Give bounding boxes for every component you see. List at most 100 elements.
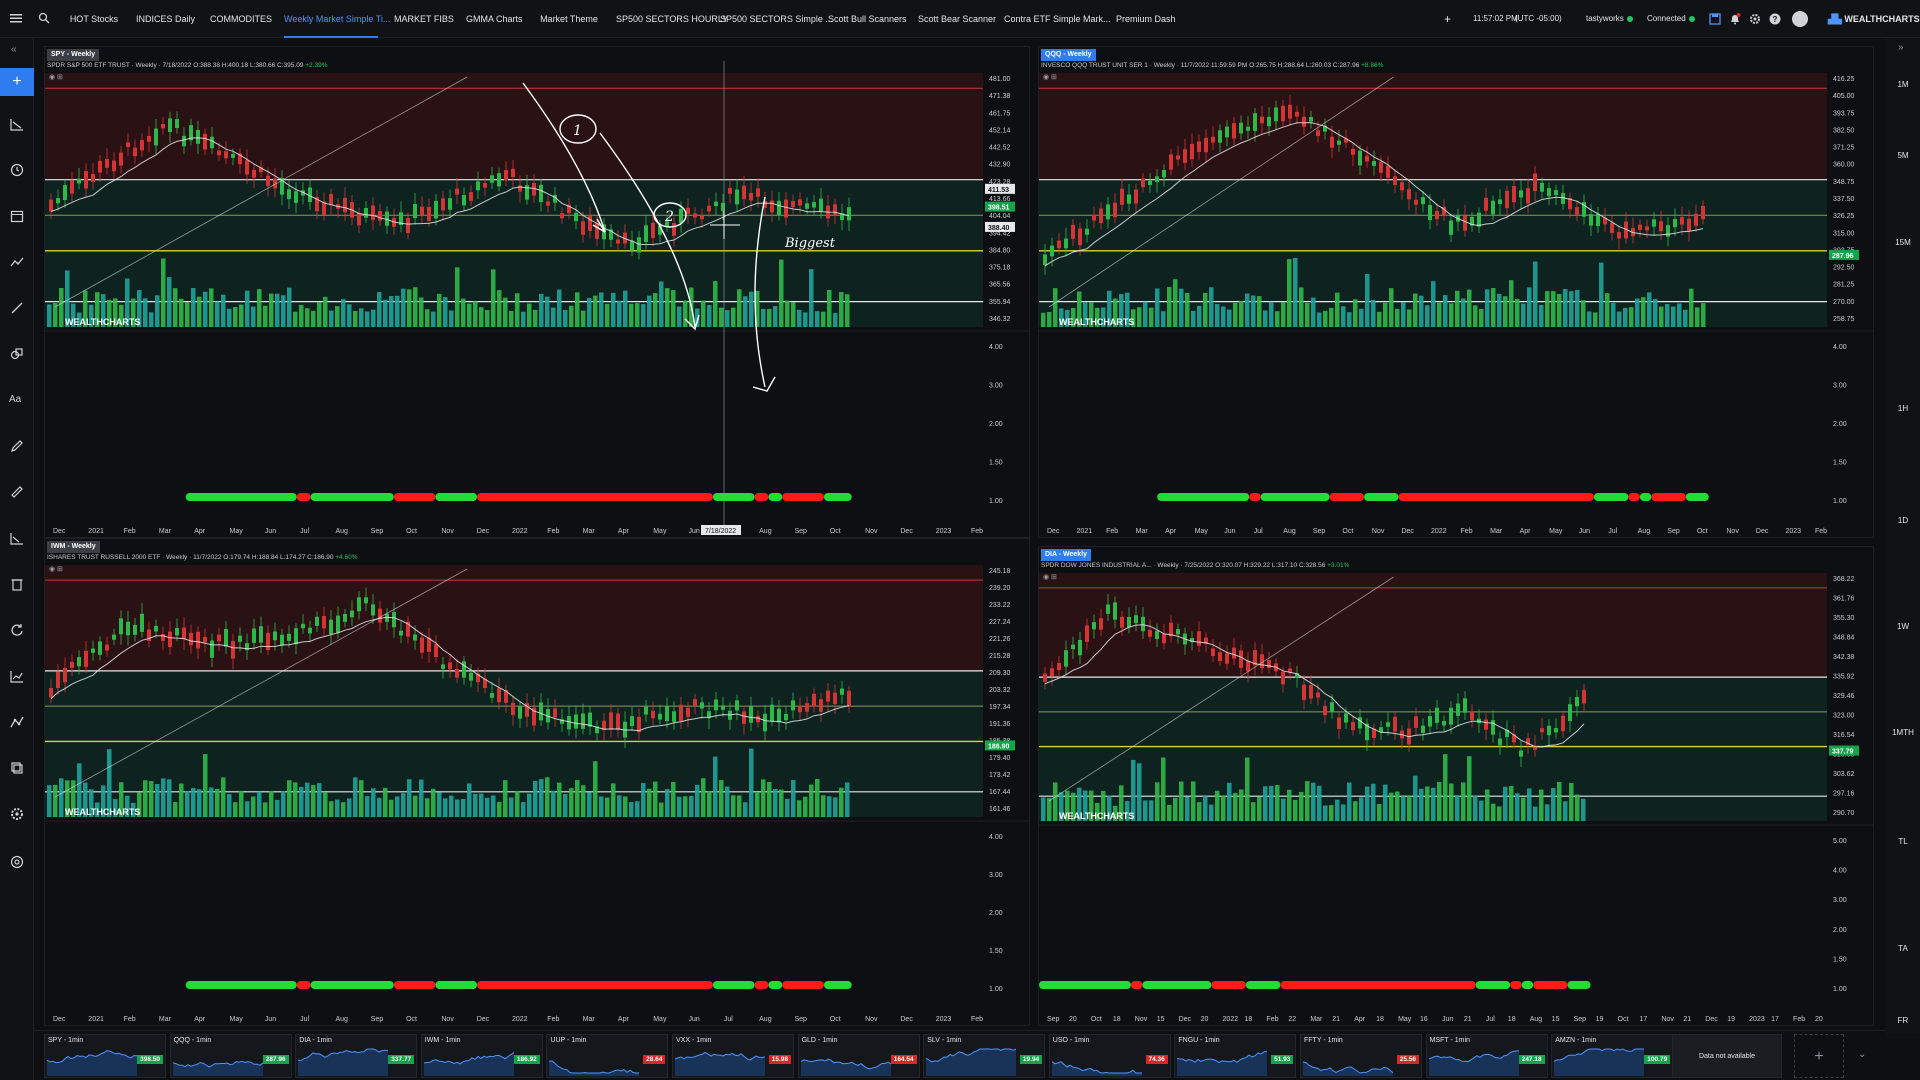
spy-symbol-header[interactable]: SPY - Weekly (47, 49, 100, 61)
calendar-tool-icon[interactable] (9, 208, 25, 224)
dia-chart-canvas[interactable]: 368.22 361.76 355.30 348.84 342.38 335.92 329.… (1039, 547, 1874, 1026)
tab-contra-etf-simple-mark[interactable]: Contra ETF Simple Mark... (1004, 14, 1111, 24)
ray-tool-icon[interactable] (9, 300, 25, 316)
spy-chart-canvas[interactable]: 481.00 471.38 461.75 452.14 442.52 432.90 423.… (45, 47, 1030, 538)
mini-chart-uso[interactable]: USO - 1min 74.36 (1048, 1034, 1171, 1078)
measure-tool-icon[interactable] (9, 530, 25, 546)
tab-market-theme[interactable]: Market Theme (540, 14, 598, 24)
tab-gmma-charts[interactable]: GMMA Charts (466, 14, 523, 24)
qqq-chart-canvas[interactable]: 416.25 405.00 393.75 382.50 371.25 360.00 348.… (1039, 47, 1874, 538)
candle (301, 190, 305, 196)
search-icon[interactable] (38, 12, 50, 24)
text-tool-icon[interactable]: Aa (9, 394, 22, 405)
timeframe-tl[interactable]: TL (1898, 837, 1908, 846)
timeframe-ta[interactable]: TA (1898, 944, 1908, 953)
volume-bar (179, 298, 184, 327)
tab-scott-bull-scanners[interactable]: Scott Bull Scanners (828, 14, 907, 24)
chart-controls-icon[interactable]: ◉ ⊞ (1043, 574, 1057, 581)
add-tab-button[interactable]: + (1444, 12, 1452, 26)
ruler-tool-icon[interactable] (9, 484, 25, 500)
timeframe-1w[interactable]: 1W (1897, 622, 1909, 631)
tab-commodites[interactable]: COMMODITES (210, 14, 272, 24)
timeframe-1m[interactable]: 1M (1897, 80, 1909, 89)
price-axis-label: 360.00 (1833, 162, 1855, 169)
pattern-tool-icon[interactable] (9, 714, 25, 730)
price-axis-label: 326.25 (1833, 213, 1855, 220)
add-chart-button[interactable]: + (0, 68, 34, 96)
mini-chart-fngu[interactable]: FNGU - 1min 51.93 (1174, 1034, 1297, 1078)
trend-line-tool-icon[interactable] (9, 116, 25, 132)
copy-tool-icon[interactable] (9, 760, 25, 776)
trash-tool-icon[interactable] (9, 576, 25, 592)
timeframe-1h[interactable]: 1H (1897, 404, 1909, 413)
chart-controls-icon[interactable]: ◉ ⊞ (1043, 74, 1057, 81)
tab-market-fibs[interactable]: MARKET FIBS (394, 14, 454, 24)
mini-chart-iwm[interactable]: IWM - 1min 186.92 (420, 1034, 543, 1078)
mini-chart-spy[interactable]: SPY - 1min 398.50 (44, 1034, 166, 1078)
candle (581, 221, 585, 235)
tab-indices-daily[interactable]: INDICES Daily (136, 14, 196, 24)
qqq-chart-panel[interactable]: 416.25 405.00 393.75 382.50 371.25 360.00 348.… (1038, 46, 1874, 538)
date-axis-label: Jul (300, 1016, 309, 1023)
timeframe-5m[interactable]: 5M (1897, 151, 1909, 160)
volume-bar (1515, 793, 1520, 821)
volume-bar (173, 288, 178, 327)
shapes-tool-icon[interactable] (9, 346, 25, 362)
layout-tool-icon[interactable] (9, 854, 25, 870)
volume-bar (1263, 310, 1268, 327)
mini-chart-dia[interactable]: DIA - 1min 337.77 (295, 1034, 418, 1078)
trend-ribbon-segment (1130, 981, 1143, 989)
mini-chart-ffty[interactable]: FFTY - 1min 25.56 (1300, 1034, 1422, 1078)
tab-sp500-sectors-hourly[interactable]: SP500 SECTORS HOURLY (616, 14, 729, 24)
chevron-down-icon[interactable]: ⌄ (1858, 1049, 1867, 1060)
indicator-tool-icon[interactable] (9, 668, 25, 684)
spy-chart-panel[interactable]: 481.00 471.38 461.75 452.14 442.52 432.90 423.… (44, 46, 1030, 538)
help-icon[interactable]: ? (1769, 13, 1781, 25)
timeframe-15m[interactable]: 15M (1895, 238, 1911, 247)
timezone[interactable]: (UTC -05:00) (1515, 14, 1562, 23)
broker-status[interactable]: tastyworks (1586, 0, 1633, 38)
save-icon[interactable] (1709, 13, 1721, 25)
line-chart-tool-icon[interactable] (9, 254, 25, 270)
add-widget-button[interactable]: + (1794, 1034, 1844, 1078)
pencil-tool-icon[interactable] (9, 438, 25, 454)
candle (763, 713, 767, 732)
candle (784, 713, 788, 721)
timeframe-1mth[interactable]: 1MTH (1892, 728, 1914, 737)
chart-controls-icon[interactable]: ◉ ⊞ (49, 566, 63, 573)
tab-scott-bear-scanner[interactable]: Scott Bear Scanner (918, 14, 997, 24)
gear-icon[interactable] (1749, 13, 1761, 25)
mini-chart-gld[interactable]: GLD - 1min 164.54 (797, 1034, 920, 1078)
volume-bar (533, 780, 538, 817)
mini-chart-slv[interactable]: SLV - 1min 19.94 (923, 1034, 1046, 1078)
timeframe-1d[interactable]: 1D (1897, 516, 1909, 525)
tab-premium-dash[interactable]: Premium Dash (1116, 14, 1176, 24)
qqq-symbol-header[interactable]: QQQ - Weekly (1041, 49, 1096, 61)
clock-tool-icon[interactable] (9, 162, 25, 178)
collapse-left-icon[interactable]: « (11, 44, 17, 55)
chart-controls-icon[interactable]: ◉ ⊞ (49, 74, 63, 81)
mini-chart-uup[interactable]: UUP - 1min 28.64 (546, 1034, 669, 1078)
timeframe-fr[interactable]: FR (1897, 1016, 1909, 1025)
iwm-chart-panel[interactable]: 245.18 239.20 233.22 227.24 221.26 215.28 209.… (44, 538, 1030, 1026)
mini-chart-vxx[interactable]: VXX - 1min 15.98 (672, 1034, 794, 1078)
mini-chart-qqq[interactable]: QQQ - 1min 287.96 (169, 1034, 292, 1078)
trend-ribbon-segment (310, 981, 394, 989)
refresh-tool-icon[interactable] (9, 622, 25, 638)
dia-symbol-header[interactable]: DIA - Weekly (1041, 549, 1092, 561)
iwm-chart-canvas[interactable]: 245.18 239.20 233.22 227.24 221.26 215.28 209.… (45, 539, 1030, 1026)
tab-sp500-sectors-simple[interactable]: SP500 SECTORS Simple ... (720, 14, 833, 24)
avatar[interactable] (1792, 11, 1808, 27)
mini-chart-msft[interactable]: MSFT - 1min 247.18 (1425, 1034, 1548, 1078)
iwm-symbol-header[interactable]: IWM - Weekly (47, 541, 100, 553)
dia-chart-panel[interactable]: 368.22 361.76 355.30 348.84 342.38 335.92 329.… (1038, 546, 1874, 1026)
tab-weekly-market-simple-ti[interactable]: Weekly Market Simple Ti... (284, 0, 390, 38)
mini-chart-amzn[interactable]: AMZN - 1min 100.79 (1551, 1034, 1674, 1078)
candle (1652, 219, 1656, 227)
volume-bar (1191, 781, 1196, 821)
settings-tool-icon[interactable] (9, 806, 25, 822)
collapse-right-icon[interactable]: » (1898, 42, 1904, 53)
bell-icon[interactable] (1729, 13, 1741, 25)
menu-icon[interactable] (10, 12, 22, 24)
tab-hot-stocks[interactable]: HOT Stocks (69, 14, 119, 24)
